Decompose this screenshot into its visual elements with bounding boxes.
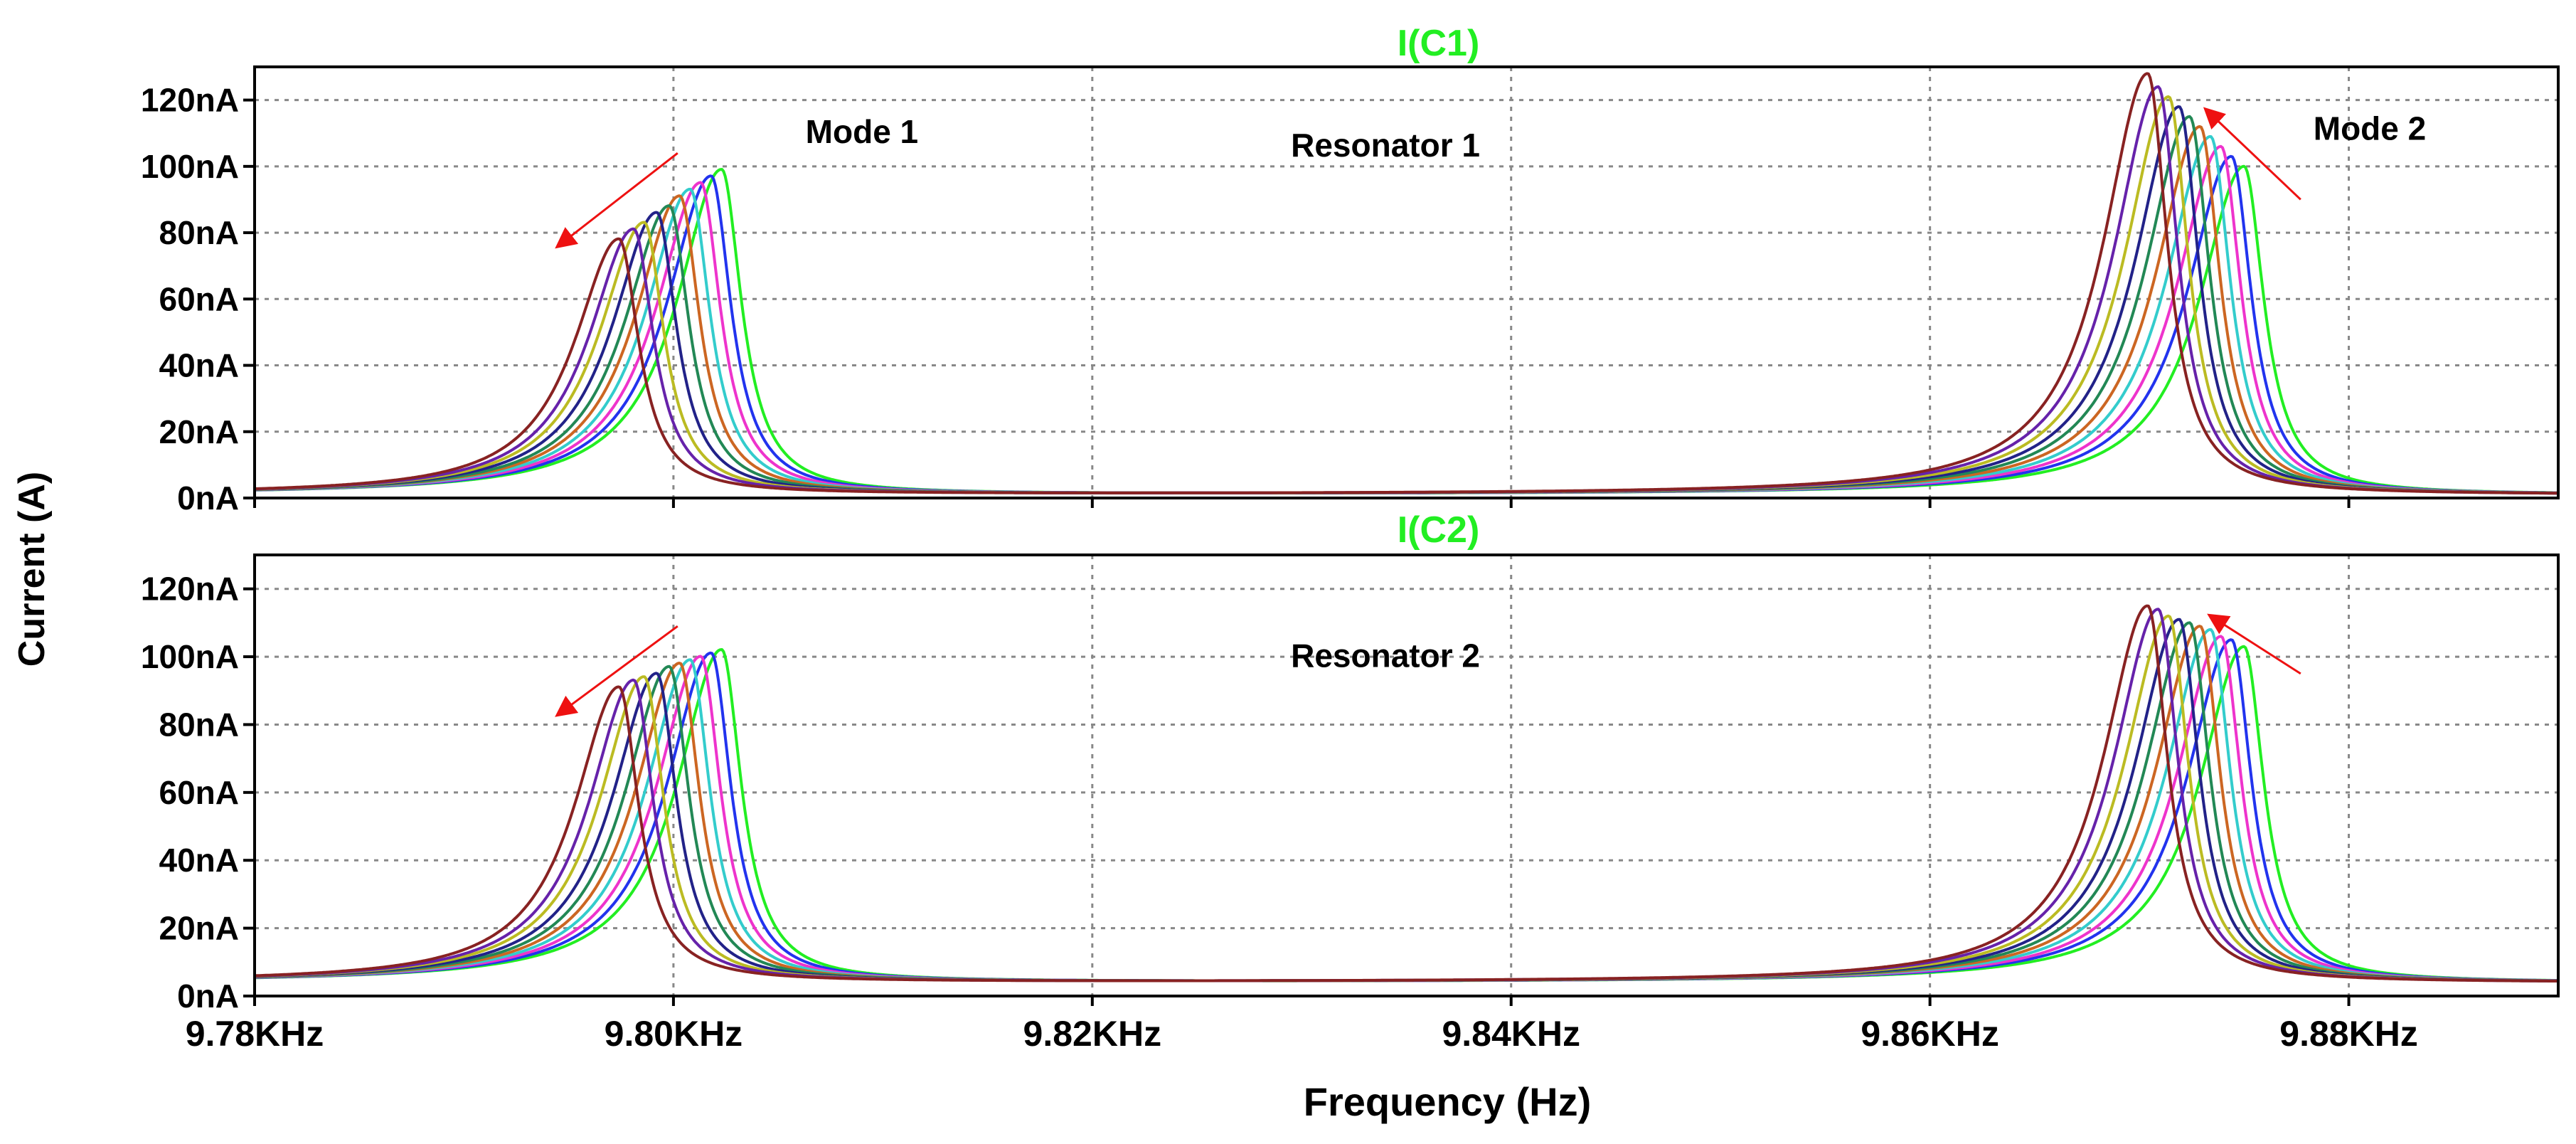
panel-title: I(C2)	[1398, 509, 1480, 551]
y-tick-label: 60nA	[159, 280, 239, 317]
x-tick-label: 9.82KHz	[1023, 1014, 1162, 1054]
trend-arrow	[555, 625, 678, 717]
trend-arrow	[555, 152, 678, 249]
y-axis-label: Current (A)	[11, 472, 53, 667]
x-axis-label: Frequency (Hz)	[1304, 1079, 1592, 1124]
series-line-10	[255, 604, 2558, 983]
annotation-label: Resonator 1	[1291, 127, 1480, 164]
y-tick-label: 80nA	[159, 706, 239, 743]
y-tick-label: 100nA	[141, 638, 239, 675]
y-tick-label: 0nA	[177, 480, 239, 517]
y-tick-label: 100nA	[141, 148, 239, 185]
x-tick-label: 9.80KHz	[605, 1014, 743, 1054]
y-tick-label: 60nA	[159, 774, 239, 811]
series-group	[255, 604, 2558, 983]
x-tick-label: 9.86KHz	[1861, 1014, 1999, 1054]
y-tick-label: 0nA	[177, 978, 239, 1015]
plot-frame	[253, 65, 2560, 499]
y-tick-label: 20nA	[159, 910, 239, 947]
panel-title: I(C1)	[1398, 23, 1480, 64]
y-tick-label: 120nA	[141, 571, 239, 608]
annotation-label: Resonator 2	[1291, 637, 1480, 674]
annotation-label: Mode 2	[2314, 110, 2426, 147]
panel-resonator-2: 0nA 20nA 40nA 60nA 80nA 100nA 120nA 9.78KHz 9.80…	[141, 509, 2560, 1054]
y-tick-label: 40nA	[159, 347, 239, 384]
x-tick-label: 9.78KHz	[186, 1014, 324, 1054]
trend-arrow	[2207, 613, 2301, 675]
series-line-10	[255, 72, 2558, 495]
x-tick-label: 9.88KHz	[2279, 1014, 2418, 1054]
panel-resonator-1: 0nA 20nA 40nA 60nA 80nA 100nA 120nA I(C1) Mode 1…	[141, 23, 2560, 517]
plot-frame	[253, 554, 2560, 997]
annotation-label: Mode 1	[806, 113, 918, 150]
x-tick-label: 9.84KHz	[1442, 1014, 1580, 1054]
y-tick-label: 40nA	[159, 842, 239, 879]
series-group	[255, 72, 2558, 495]
trend-arrow	[2203, 107, 2301, 201]
y-tick-label: 20nA	[159, 413, 239, 450]
y-tick-label: 80nA	[159, 214, 239, 251]
y-tick-label: 120nA	[141, 82, 239, 119]
